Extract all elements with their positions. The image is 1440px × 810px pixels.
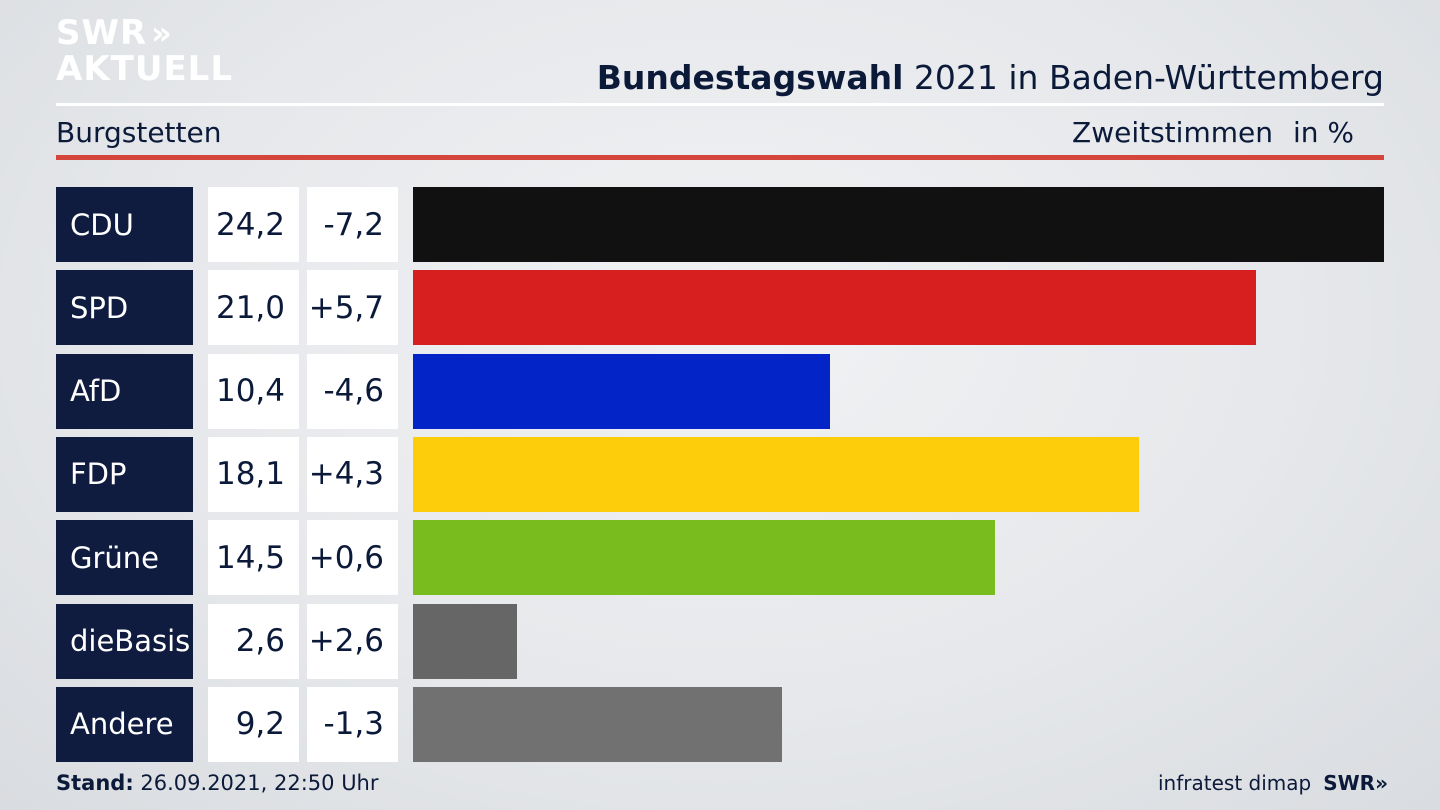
party-label: Andere (56, 686, 193, 762)
party-label: FDP (56, 436, 193, 512)
swr-footer-logo: SWR» (1323, 771, 1388, 795)
difference-label: +4,3 (307, 436, 398, 512)
timestamp: Stand: 26.09.2021, 22:50 Uhr (56, 771, 379, 795)
accent-divider (56, 155, 1384, 160)
difference-label: -7,2 (307, 187, 398, 262)
party-label: Grüne (56, 520, 193, 596)
logo-swr-text: SWR (56, 13, 148, 53)
difference-label: -1,3 (307, 686, 398, 762)
bar (413, 603, 518, 679)
chart-row: AfD 10,4 -4,6 (56, 353, 1384, 429)
source-credit: infratest dimap SWR» (1158, 771, 1388, 795)
difference-label: +5,7 (307, 270, 398, 346)
logo-aktuell-text: AKTUELL (56, 49, 234, 89)
value-label: 21,0 (208, 270, 299, 346)
logo-chevron-icon: » (151, 14, 172, 52)
chart-row: FDP 18,1 +4,3 (56, 436, 1384, 512)
header-divider (56, 103, 1384, 106)
chart-row: SPD 21,0 +5,7 (56, 270, 1384, 346)
party-label: SPD (56, 270, 193, 346)
chart-row: Grüne 14,5 +0,6 (56, 520, 1384, 596)
bar (413, 353, 831, 429)
value-label: 10,4 (208, 353, 299, 429)
location-label: Burgstetten (56, 116, 222, 149)
chart-row: Andere 9,2 -1,3 (56, 686, 1384, 762)
measure-text: Zweitstimmen (1072, 116, 1273, 149)
value-label: 18,1 (208, 436, 299, 512)
bar (413, 520, 995, 596)
difference-label: -4,6 (307, 353, 398, 429)
unit-text: in % (1292, 116, 1354, 149)
swr-footer-text: SWR (1323, 771, 1376, 795)
value-label: 2,6 (208, 603, 299, 679)
value-label: 14,5 (208, 520, 299, 596)
swr-chevron-icon: » (1375, 771, 1388, 795)
stand-label: Stand: (56, 771, 134, 795)
chart-row: dieBasis 2,6 +2,6 (56, 603, 1384, 679)
measure-label: Zweitstimmen in % (1072, 116, 1354, 149)
chart-row: CDU 24,2 -7,2 (56, 187, 1384, 262)
stand-value: 26.09.2021, 22:50 Uhr (140, 771, 379, 795)
bar (413, 270, 1256, 346)
chart-title: Bundestagswahl 2021 in Baden-Württemberg (597, 58, 1384, 97)
party-label: CDU (56, 187, 193, 262)
swr-aktuell-logo: SWR» AKTUELL (56, 16, 233, 86)
bar (413, 686, 783, 762)
party-label: dieBasis (56, 603, 193, 679)
value-label: 24,2 (208, 187, 299, 262)
party-label: AfD (56, 353, 193, 429)
bar (413, 436, 1140, 512)
difference-label: +2,6 (307, 603, 398, 679)
chart-title-rest: 2021 in Baden-Württemberg (913, 58, 1384, 97)
value-label: 9,2 (208, 686, 299, 762)
source-label: infratest dimap (1158, 771, 1312, 795)
difference-label: +0,6 (307, 520, 398, 596)
chart-title-bold: Bundestagswahl (596, 58, 904, 97)
bar (413, 187, 1384, 262)
